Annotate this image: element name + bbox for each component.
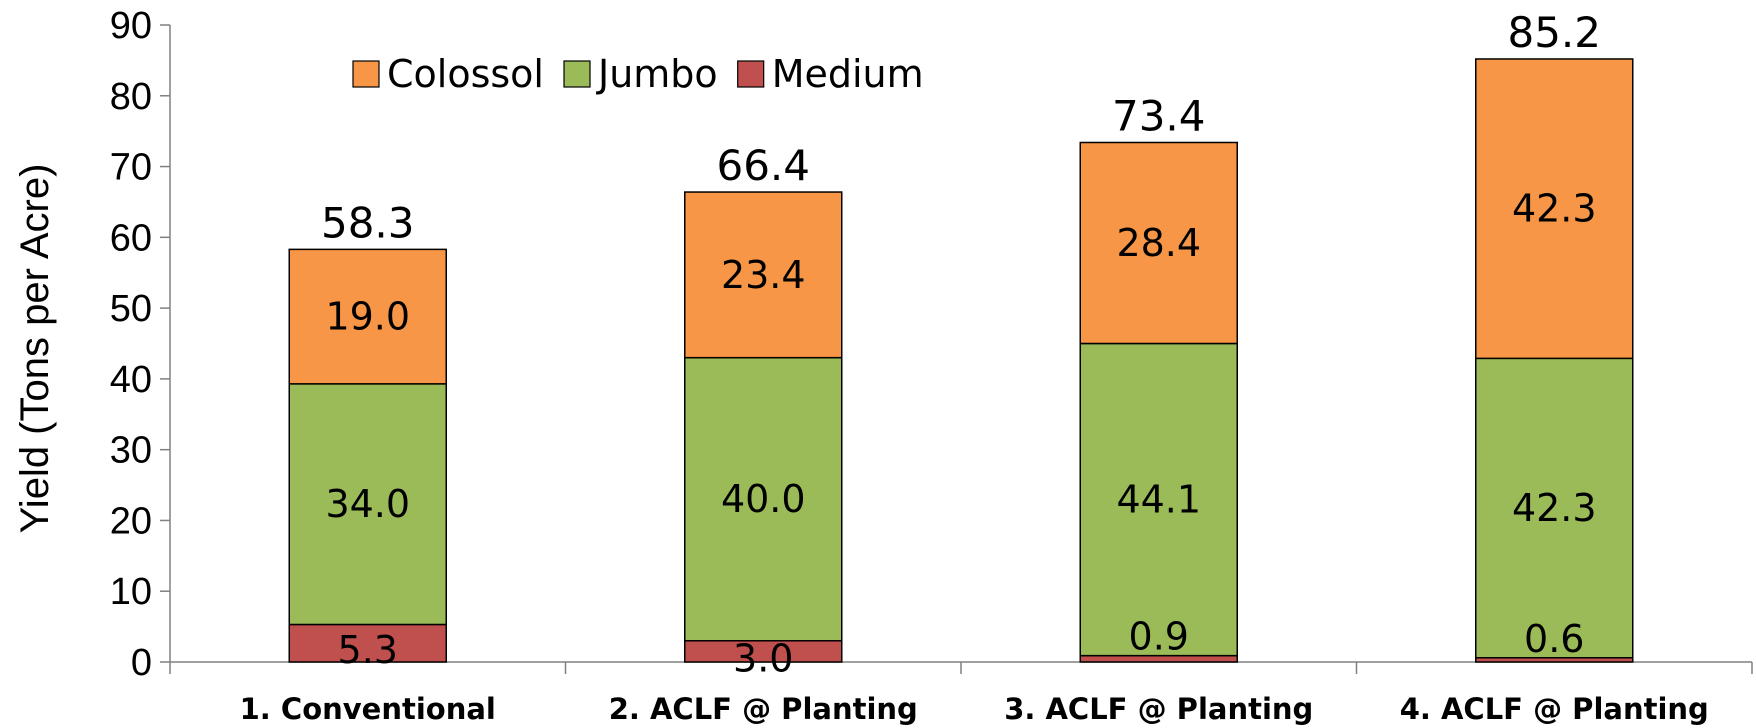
segment-label-medium: 5.3 — [338, 628, 398, 672]
y-tick-label: 80 — [110, 76, 152, 118]
bar-colossol — [288, 248, 447, 385]
y-tick-label: 10 — [110, 571, 152, 613]
total-label: 73.4 — [1112, 91, 1206, 140]
segment-label-jumbo: 42.3 — [1512, 486, 1597, 530]
legend-label-colossol: Colossol — [387, 52, 544, 96]
segment-label-jumbo: 40.0 — [721, 477, 806, 521]
y-tick-label: 20 — [110, 500, 152, 542]
segment-label-medium: 3.0 — [733, 636, 793, 680]
legend-label-jumbo: Jumbo — [596, 52, 718, 96]
bar-medium — [288, 623, 447, 663]
x-category-label: 3. ACLF @ Planting — [1004, 692, 1313, 726]
x-category-label: 2. ACLF @ Planting — [609, 692, 918, 726]
legend-item-colossol: Colossol — [352, 52, 544, 96]
bar-jumbo — [288, 383, 447, 626]
segment-label-jumbo: 44.1 — [1116, 478, 1201, 522]
bar-jumbo — [684, 356, 843, 642]
y-tick-label: 30 — [110, 430, 152, 472]
y-tick-label: 0 — [131, 642, 152, 684]
x-category-label: 4. ACLF @ Planting — [1400, 692, 1709, 726]
segment-label-colossol: 42.3 — [1512, 187, 1597, 231]
y-tick-label: 60 — [110, 217, 152, 259]
legend-swatch-colossol — [352, 60, 380, 88]
segment-label-colossol: 19.0 — [325, 295, 410, 339]
x-category-label: 1. Conventional — [240, 692, 496, 726]
legend-item-jumbo: Jumbo — [563, 52, 718, 96]
y-tick-label: 70 — [110, 147, 152, 189]
segment-label-colossol: 23.4 — [721, 253, 806, 297]
legend-label-medium: Medium — [772, 52, 924, 96]
total-label: 66.4 — [716, 141, 810, 190]
legend-item-medium: Medium — [737, 52, 924, 96]
y-tick-label: 40 — [110, 359, 152, 401]
segment-label-medium: 0.9 — [1129, 615, 1189, 659]
total-label: 85.2 — [1507, 8, 1601, 57]
total-label: 58.3 — [321, 198, 415, 247]
bar-colossol — [1079, 141, 1238, 345]
y-axis-title: Yield (Tons per Acre) — [13, 164, 57, 534]
y-tick-label: 50 — [110, 288, 152, 330]
y-tick-label: 90 — [110, 5, 152, 47]
bar-jumbo — [1475, 357, 1634, 659]
segment-label-colossol: 28.4 — [1116, 221, 1201, 265]
segment-label-medium: 0.6 — [1524, 617, 1584, 661]
legend-swatch-medium — [737, 60, 765, 88]
bar-colossol — [684, 191, 843, 359]
segment-label-jumbo: 34.0 — [325, 482, 410, 526]
legend-swatch-jumbo — [563, 60, 591, 88]
bar-jumbo — [1079, 342, 1238, 657]
bar-colossol — [1475, 58, 1634, 360]
